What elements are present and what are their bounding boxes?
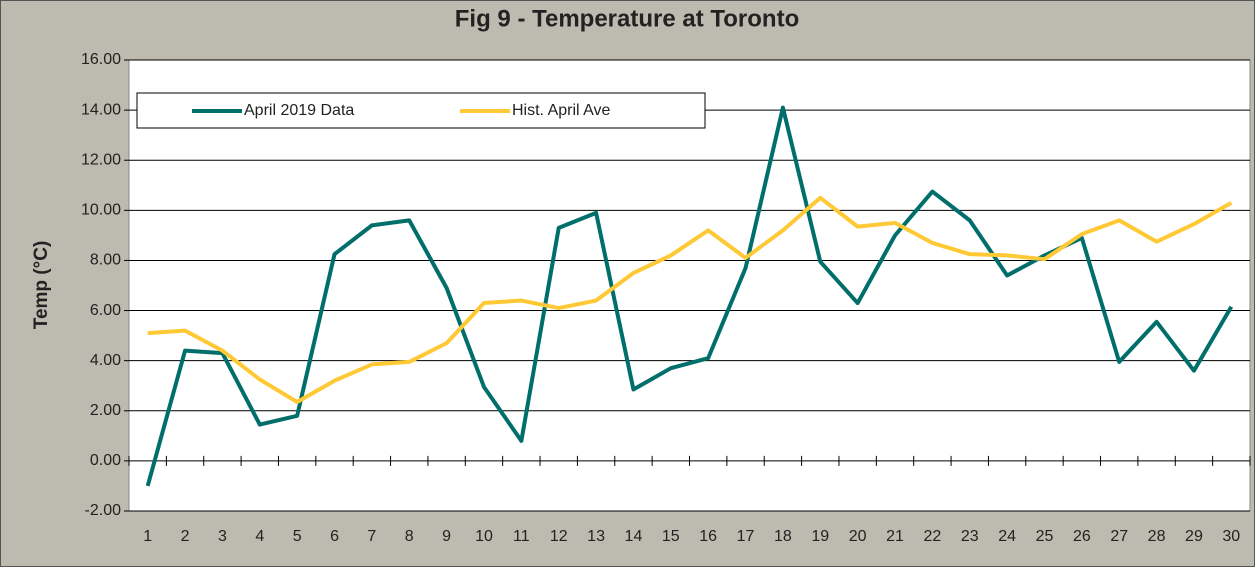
x-tick-label: 26 xyxy=(1073,528,1091,545)
legend-box xyxy=(136,92,706,129)
x-tick-label: 18 xyxy=(774,528,792,545)
x-tick-label: 16 xyxy=(699,528,717,545)
x-tick-label: 30 xyxy=(1222,528,1240,545)
x-tick-label: 12 xyxy=(550,528,568,545)
x-tick-label: 14 xyxy=(625,528,643,545)
y-tick-label: 4.00 xyxy=(90,352,121,369)
y-tick-label: 16.00 xyxy=(81,51,121,68)
x-tick-label: 27 xyxy=(1110,528,1128,545)
x-tick-label: 11 xyxy=(513,528,530,545)
legend-label: April 2019 Data xyxy=(244,102,354,119)
x-tick-label: 17 xyxy=(737,528,755,545)
y-axis-label: Temp (°C) xyxy=(31,241,52,330)
x-tick-label: 9 xyxy=(442,528,451,545)
x-tick-label: 6 xyxy=(330,528,339,545)
x-tick-label: 5 xyxy=(293,528,302,545)
x-tick-label: 22 xyxy=(923,528,941,545)
series-line xyxy=(147,195,1233,405)
x-tick-label: 10 xyxy=(475,528,493,545)
x-tick-label: 4 xyxy=(255,528,264,545)
x-tick-label: 8 xyxy=(405,528,414,545)
x-tick-label: 24 xyxy=(998,528,1016,545)
series-line xyxy=(145,105,1234,487)
x-tick-label: 2 xyxy=(181,528,190,545)
y-tick-label: 8.00 xyxy=(90,252,121,269)
x-tick-label: 29 xyxy=(1185,528,1203,545)
x-tick-label: 20 xyxy=(849,528,867,545)
y-tick-label: 14.00 xyxy=(81,101,121,118)
x-tick-label: 7 xyxy=(367,528,376,545)
y-tick-label: 0.00 xyxy=(90,452,121,469)
plot-area xyxy=(128,59,1251,512)
x-tick-label: 15 xyxy=(662,528,680,545)
chart-title: Fig 9 - Temperature at Toronto xyxy=(455,5,799,32)
x-tick-label: 13 xyxy=(587,528,605,545)
y-tick-label: 6.00 xyxy=(90,302,121,319)
x-tick-label: 23 xyxy=(961,528,979,545)
x-tick-label: 19 xyxy=(811,528,829,545)
x-tick-label: 25 xyxy=(1036,528,1054,545)
y-tick-label: 2.00 xyxy=(90,402,121,419)
y-tick-label: 12.00 xyxy=(81,151,121,168)
x-tick-label: 1 xyxy=(143,528,152,545)
y-tick-label: 10.00 xyxy=(81,202,121,219)
legend-label: Hist. April Ave xyxy=(512,102,611,119)
x-tick-label: 28 xyxy=(1148,528,1166,545)
x-tick-label: 21 xyxy=(886,528,904,545)
x-tick-label: 3 xyxy=(218,528,227,545)
y-tick-label: -2.00 xyxy=(85,502,122,519)
